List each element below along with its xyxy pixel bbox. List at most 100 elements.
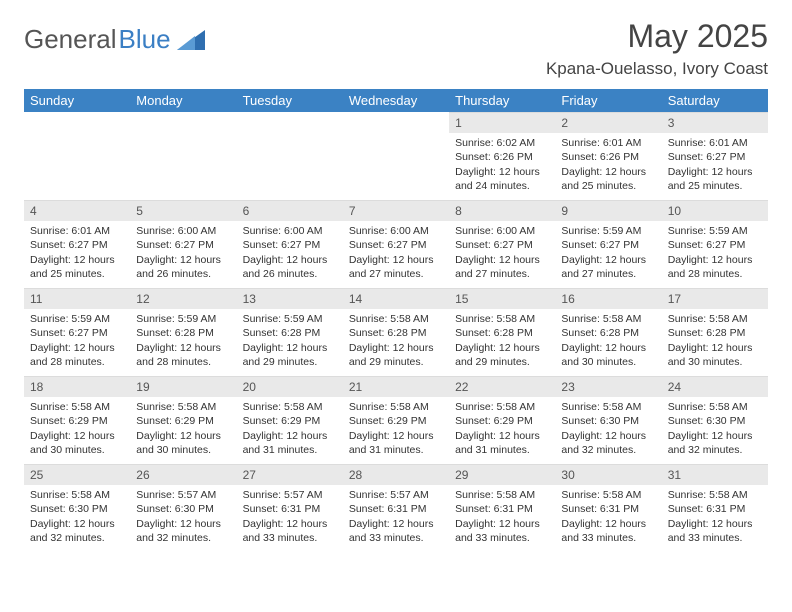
sunrise-line: Sunrise: 5:58 AM bbox=[136, 400, 230, 414]
day-details: Sunrise: 5:58 AMSunset: 6:31 PMDaylight:… bbox=[662, 485, 768, 549]
day-number: 5 bbox=[130, 200, 236, 221]
sunset-line: Sunset: 6:31 PM bbox=[243, 502, 337, 516]
daylight-line-2: and 33 minutes. bbox=[561, 531, 655, 545]
day-number: 19 bbox=[130, 376, 236, 397]
sunset-line: Sunset: 6:30 PM bbox=[136, 502, 230, 516]
calendar-row: 4Sunrise: 6:01 AMSunset: 6:27 PMDaylight… bbox=[24, 200, 768, 288]
sunset-line: Sunset: 6:31 PM bbox=[349, 502, 443, 516]
day-number: 12 bbox=[130, 288, 236, 309]
day-details: Sunrise: 6:00 AMSunset: 6:27 PMDaylight:… bbox=[343, 221, 449, 285]
calendar-day-cell: 20Sunrise: 5:58 AMSunset: 6:29 PMDayligh… bbox=[237, 376, 343, 464]
daylight-line-1: Daylight: 12 hours bbox=[561, 517, 655, 531]
daylight-line-2: and 31 minutes. bbox=[243, 443, 337, 457]
daylight-line-2: and 30 minutes. bbox=[561, 355, 655, 369]
daylight-line-1: Daylight: 12 hours bbox=[136, 341, 230, 355]
day-number: 22 bbox=[449, 376, 555, 397]
sunset-line: Sunset: 6:27 PM bbox=[561, 238, 655, 252]
day-number: 25 bbox=[24, 464, 130, 485]
daylight-line-2: and 24 minutes. bbox=[455, 179, 549, 193]
daylight-line-1: Daylight: 12 hours bbox=[455, 517, 549, 531]
calendar-day-cell: 11Sunrise: 5:59 AMSunset: 6:27 PMDayligh… bbox=[24, 288, 130, 376]
calendar-day-cell: 21Sunrise: 5:58 AMSunset: 6:29 PMDayligh… bbox=[343, 376, 449, 464]
daylight-line-1: Daylight: 12 hours bbox=[243, 429, 337, 443]
daylight-line-1: Daylight: 12 hours bbox=[455, 341, 549, 355]
daylight-line-2: and 30 minutes. bbox=[30, 443, 124, 457]
daylight-line-2: and 32 minutes. bbox=[136, 531, 230, 545]
day-number: 2 bbox=[555, 112, 661, 133]
sunset-line: Sunset: 6:26 PM bbox=[561, 150, 655, 164]
daylight-line-1: Daylight: 12 hours bbox=[349, 429, 443, 443]
day-details: Sunrise: 6:01 AMSunset: 6:27 PMDaylight:… bbox=[662, 133, 768, 197]
sunrise-line: Sunrise: 5:57 AM bbox=[243, 488, 337, 502]
sunset-line: Sunset: 6:27 PM bbox=[668, 150, 762, 164]
sunset-line: Sunset: 6:29 PM bbox=[136, 414, 230, 428]
calendar-day-cell: 3Sunrise: 6:01 AMSunset: 6:27 PMDaylight… bbox=[662, 112, 768, 200]
day-details: Sunrise: 6:01 AMSunset: 6:27 PMDaylight:… bbox=[24, 221, 130, 285]
sunrise-line: Sunrise: 5:58 AM bbox=[455, 488, 549, 502]
sunrise-line: Sunrise: 6:02 AM bbox=[455, 136, 549, 150]
day-details: Sunrise: 6:00 AMSunset: 6:27 PMDaylight:… bbox=[237, 221, 343, 285]
day-details: Sunrise: 5:57 AMSunset: 6:31 PMDaylight:… bbox=[343, 485, 449, 549]
daylight-line-1: Daylight: 12 hours bbox=[561, 429, 655, 443]
calendar-day-cell: 5Sunrise: 6:00 AMSunset: 6:27 PMDaylight… bbox=[130, 200, 236, 288]
daylight-line-1: Daylight: 12 hours bbox=[30, 341, 124, 355]
sunset-line: Sunset: 6:28 PM bbox=[561, 326, 655, 340]
day-details: Sunrise: 5:58 AMSunset: 6:28 PMDaylight:… bbox=[662, 309, 768, 373]
calendar-empty-cell bbox=[24, 112, 130, 200]
daylight-line-1: Daylight: 12 hours bbox=[349, 517, 443, 531]
sunrise-line: Sunrise: 5:58 AM bbox=[561, 400, 655, 414]
daylight-line-1: Daylight: 12 hours bbox=[455, 165, 549, 179]
sunrise-line: Sunrise: 5:58 AM bbox=[30, 488, 124, 502]
sunrise-line: Sunrise: 5:58 AM bbox=[668, 312, 762, 326]
sunrise-line: Sunrise: 5:58 AM bbox=[668, 488, 762, 502]
daylight-line-2: and 33 minutes. bbox=[668, 531, 762, 545]
sunset-line: Sunset: 6:31 PM bbox=[455, 502, 549, 516]
sunrise-line: Sunrise: 5:58 AM bbox=[455, 400, 549, 414]
day-details: Sunrise: 5:57 AMSunset: 6:30 PMDaylight:… bbox=[130, 485, 236, 549]
calendar-day-cell: 1Sunrise: 6:02 AMSunset: 6:26 PMDaylight… bbox=[449, 112, 555, 200]
sunrise-line: Sunrise: 5:57 AM bbox=[136, 488, 230, 502]
sunrise-line: Sunrise: 5:59 AM bbox=[243, 312, 337, 326]
day-details: Sunrise: 6:02 AMSunset: 6:26 PMDaylight:… bbox=[449, 133, 555, 197]
sunset-line: Sunset: 6:30 PM bbox=[30, 502, 124, 516]
calendar-day-cell: 4Sunrise: 6:01 AMSunset: 6:27 PMDaylight… bbox=[24, 200, 130, 288]
sunset-line: Sunset: 6:28 PM bbox=[243, 326, 337, 340]
day-number: 3 bbox=[662, 112, 768, 133]
day-number: 29 bbox=[449, 464, 555, 485]
calendar-day-cell: 10Sunrise: 5:59 AMSunset: 6:27 PMDayligh… bbox=[662, 200, 768, 288]
weekday-header: Saturday bbox=[662, 89, 768, 112]
daylight-line-2: and 29 minutes. bbox=[243, 355, 337, 369]
day-details: Sunrise: 5:58 AMSunset: 6:30 PMDaylight:… bbox=[24, 485, 130, 549]
sunset-line: Sunset: 6:27 PM bbox=[243, 238, 337, 252]
calendar-table: SundayMondayTuesdayWednesdayThursdayFrid… bbox=[24, 89, 768, 552]
sunrise-line: Sunrise: 6:01 AM bbox=[668, 136, 762, 150]
daylight-line-1: Daylight: 12 hours bbox=[668, 253, 762, 267]
sunrise-line: Sunrise: 5:58 AM bbox=[455, 312, 549, 326]
sunset-line: Sunset: 6:30 PM bbox=[561, 414, 655, 428]
day-number: 14 bbox=[343, 288, 449, 309]
calendar-day-cell: 18Sunrise: 5:58 AMSunset: 6:29 PMDayligh… bbox=[24, 376, 130, 464]
sunrise-line: Sunrise: 5:58 AM bbox=[243, 400, 337, 414]
title-block: May 2025 Kpana-Ouelasso, Ivory Coast bbox=[546, 18, 768, 79]
calendar-day-cell: 17Sunrise: 5:58 AMSunset: 6:28 PMDayligh… bbox=[662, 288, 768, 376]
day-number: 1 bbox=[449, 112, 555, 133]
calendar-day-cell: 26Sunrise: 5:57 AMSunset: 6:30 PMDayligh… bbox=[130, 464, 236, 552]
sunset-line: Sunset: 6:31 PM bbox=[668, 502, 762, 516]
brand-word-2: Blue bbox=[119, 24, 171, 55]
day-details: Sunrise: 5:58 AMSunset: 6:29 PMDaylight:… bbox=[343, 397, 449, 461]
daylight-line-1: Daylight: 12 hours bbox=[136, 517, 230, 531]
day-details: Sunrise: 5:58 AMSunset: 6:31 PMDaylight:… bbox=[449, 485, 555, 549]
month-title: May 2025 bbox=[546, 18, 768, 55]
day-number: 7 bbox=[343, 200, 449, 221]
sunrise-line: Sunrise: 5:59 AM bbox=[668, 224, 762, 238]
daylight-line-1: Daylight: 12 hours bbox=[668, 341, 762, 355]
day-number: 9 bbox=[555, 200, 661, 221]
daylight-line-1: Daylight: 12 hours bbox=[243, 253, 337, 267]
brand-word-1: General bbox=[24, 24, 117, 55]
day-number: 24 bbox=[662, 376, 768, 397]
day-number: 6 bbox=[237, 200, 343, 221]
sunrise-line: Sunrise: 5:58 AM bbox=[349, 400, 443, 414]
daylight-line-1: Daylight: 12 hours bbox=[243, 517, 337, 531]
sunrise-line: Sunrise: 5:58 AM bbox=[30, 400, 124, 414]
daylight-line-2: and 29 minutes. bbox=[349, 355, 443, 369]
